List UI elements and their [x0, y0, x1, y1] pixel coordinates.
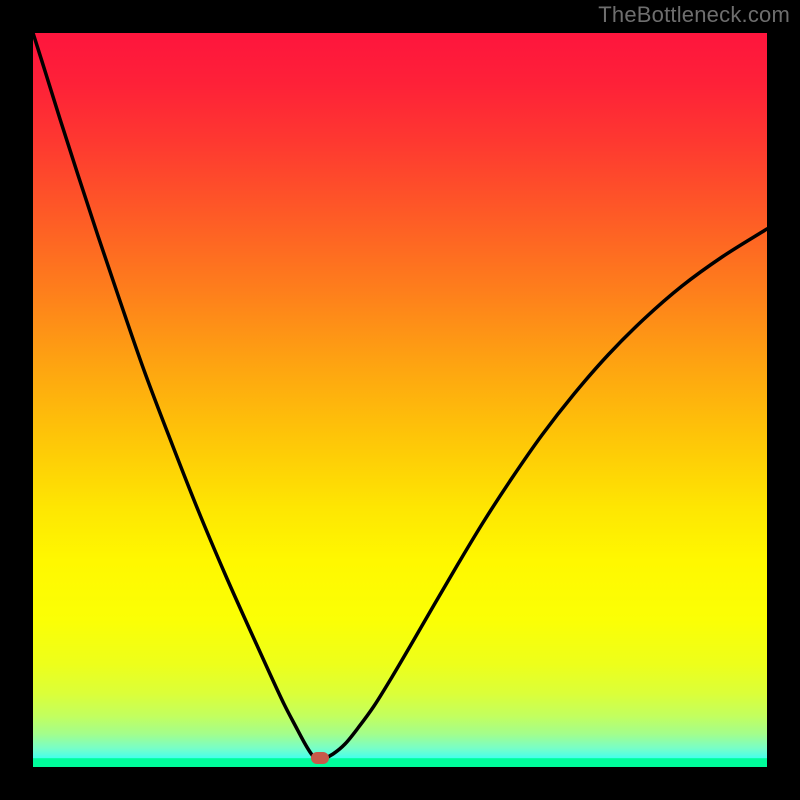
- chart-stage: TheBottleneck.com: [0, 0, 800, 800]
- bottleneck-chart: [0, 0, 800, 800]
- watermark-text: TheBottleneck.com: [598, 2, 790, 28]
- bottom-green-band: [33, 758, 767, 767]
- gradient-background: [33, 33, 767, 767]
- minimum-marker: [311, 752, 329, 764]
